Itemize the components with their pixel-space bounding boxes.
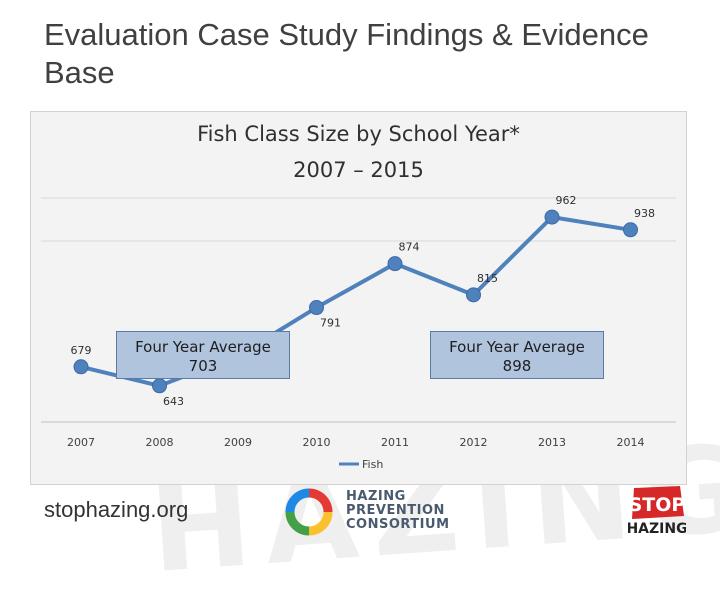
consortium-line-2: PREVENTION [346,503,445,518]
data-label: 643 [163,395,184,408]
x-tick-label: 2009 [224,436,252,449]
average-box-late-label: Four Year Average [449,338,585,356]
legend-label: Fish [362,458,383,471]
x-tick-label: 2007 [67,436,95,449]
series-line-fish [80,215,631,388]
data-label: 791 [320,317,341,330]
data-label: 874 [399,241,420,254]
data-point [152,378,167,394]
data-point [309,300,324,316]
data-label: 938 [634,207,655,220]
data-point [623,222,638,238]
data-label: 962 [556,194,577,207]
data-point [544,209,560,225]
x-tick-label: 2011 [381,436,409,449]
line-chart: 6796437007918748159629382007200820092010… [41,194,676,471]
x-tick-label: 2010 [303,436,331,449]
x-tick-label: 2013 [538,436,566,449]
average-box-late: Four Year Average 898 [430,331,604,379]
average-box-late-value: 898 [502,357,532,375]
badge-stop-text: STOP [629,494,686,516]
consortium-line-3: CONSORTIUM [346,517,450,532]
consortium-line-1: HAZING [346,489,406,504]
slide-title: Evaluation Case Study Findings & Evidenc… [44,17,649,90]
chart-title: Fish Class Size by School Year* [197,122,520,146]
data-point [466,287,481,303]
data-label: 679 [71,344,92,357]
data-point [73,359,89,375]
chart-subtitle: 2007 – 2015 [293,158,424,182]
x-tick-label: 2012 [460,436,488,449]
website-link[interactable]: stophazing.org [44,497,189,522]
average-box-early-value: 703 [188,357,218,375]
data-point [387,256,403,272]
x-tick-label: 2008 [146,436,174,449]
average-box-early: Four Year Average 703 [116,331,290,379]
stop-hazing-badge-icon: STOP HAZING [628,486,686,537]
hpc-ring-logo-icon [285,488,333,536]
x-tick-label: 2014 [617,436,645,449]
chart-area: Fish Class Size by School Year* 2007 – 2… [30,111,687,485]
data-label: 815 [477,272,498,285]
consortium-wordmark: HAZING PREVENTION CONSORTIUM [346,490,466,532]
average-box-early-label: Four Year Average [135,338,271,356]
badge-hazing-text: HAZING [628,521,686,537]
